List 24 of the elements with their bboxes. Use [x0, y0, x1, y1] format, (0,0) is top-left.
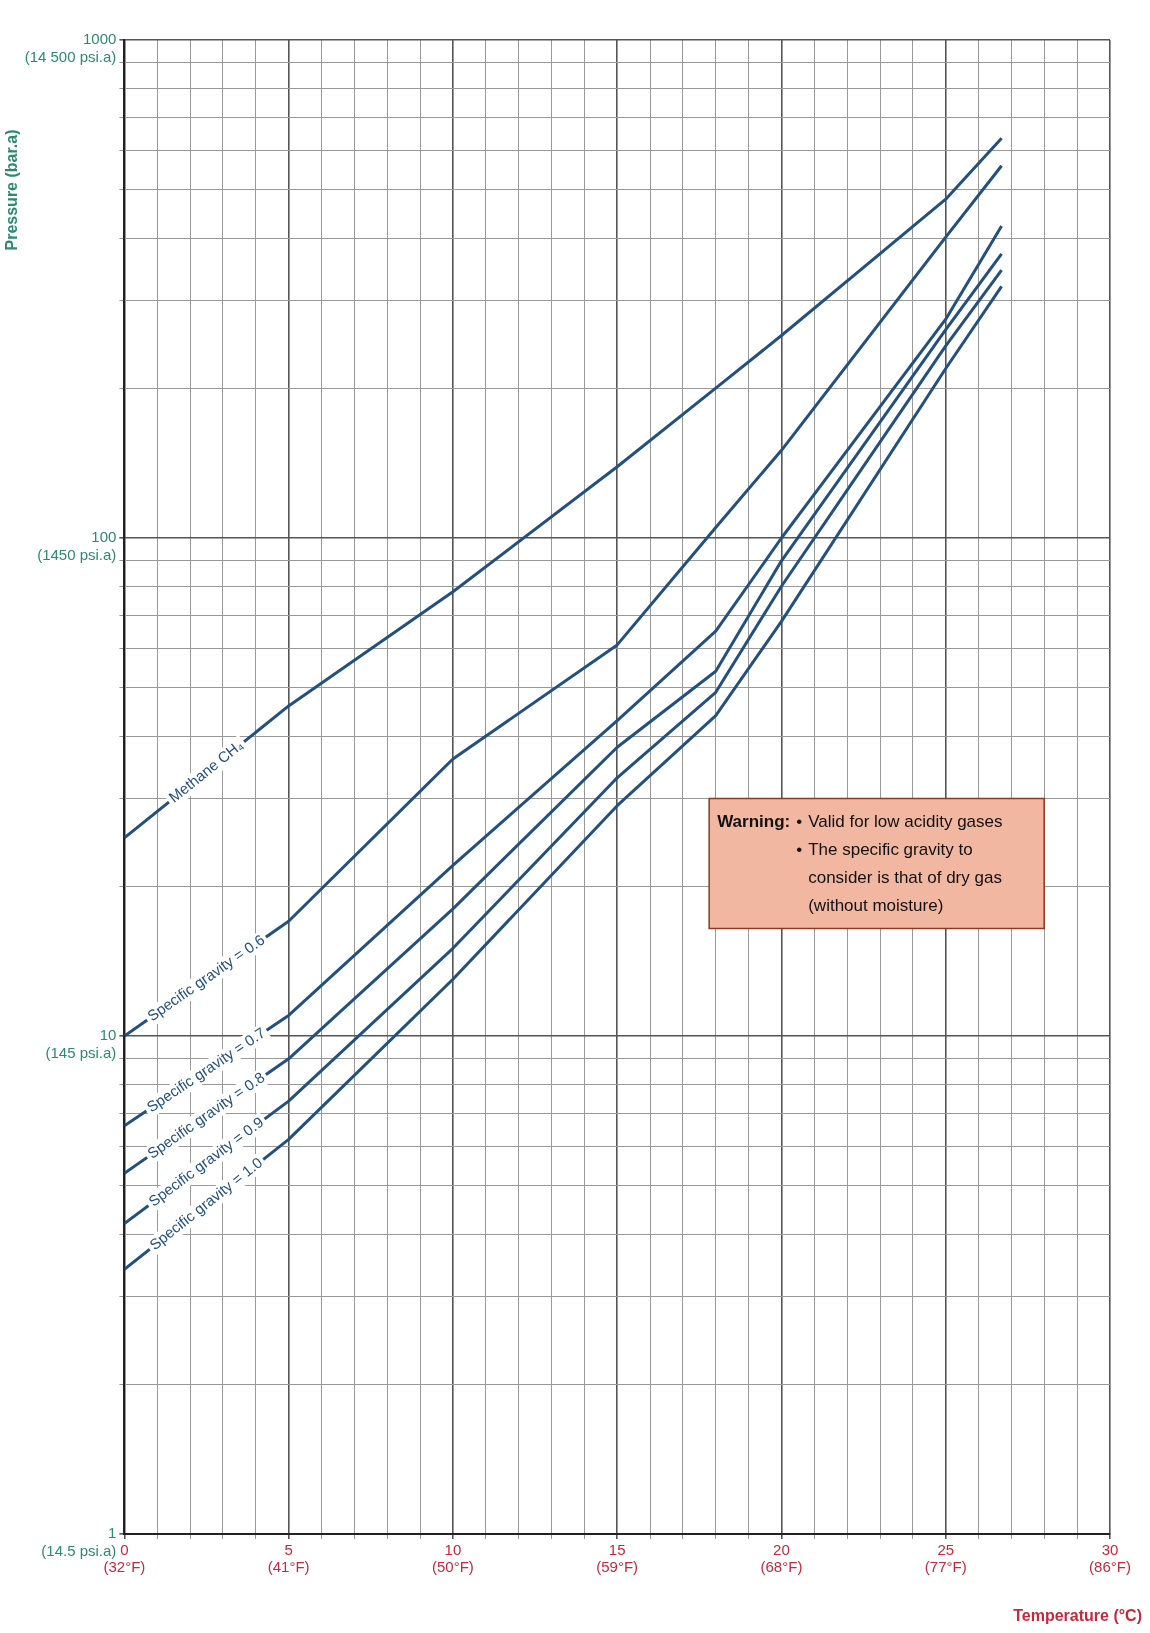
x-tick-label: 10 [444, 1541, 462, 1559]
x-tick-label: 5 [284, 1541, 293, 1559]
text: (14 500 psi.a) [24, 48, 117, 66]
x-tick-label: 0 [120, 1541, 129, 1559]
text: (59°F) [596, 1557, 639, 1575]
text: (14.5 psi.a) [41, 1542, 117, 1560]
y-axis-title: Pressure (bar.a) [2, 129, 20, 251]
text: (68°F) [760, 1557, 803, 1575]
text: (1450 psi.a) [37, 546, 117, 564]
annotation: Warning: • Valid for low acidity gases • The specific gravity to consider is that of dry gas (without moisture) [717, 812, 1003, 916]
text: (50°F) [431, 1557, 474, 1575]
text: (86°F) [1089, 1557, 1131, 1575]
x-tick-label: 15 [608, 1541, 626, 1559]
y-tick-label: 1 [108, 1524, 117, 1542]
text: (145 psi.a) [45, 1044, 117, 1062]
y-tick-label: 1000 [82, 30, 117, 48]
y-tick-label: 100 [91, 528, 117, 546]
x-tick-label: 30 [1101, 1541, 1119, 1559]
y-tick-label: 10 [99, 1026, 117, 1044]
x-tick-label: 20 [773, 1541, 790, 1559]
x-tick-label: 25 [937, 1541, 955, 1559]
text: (41°F) [267, 1557, 310, 1575]
text: (77°F) [924, 1557, 967, 1575]
x-axis-title: Temperature (°C) [1013, 1607, 1142, 1625]
